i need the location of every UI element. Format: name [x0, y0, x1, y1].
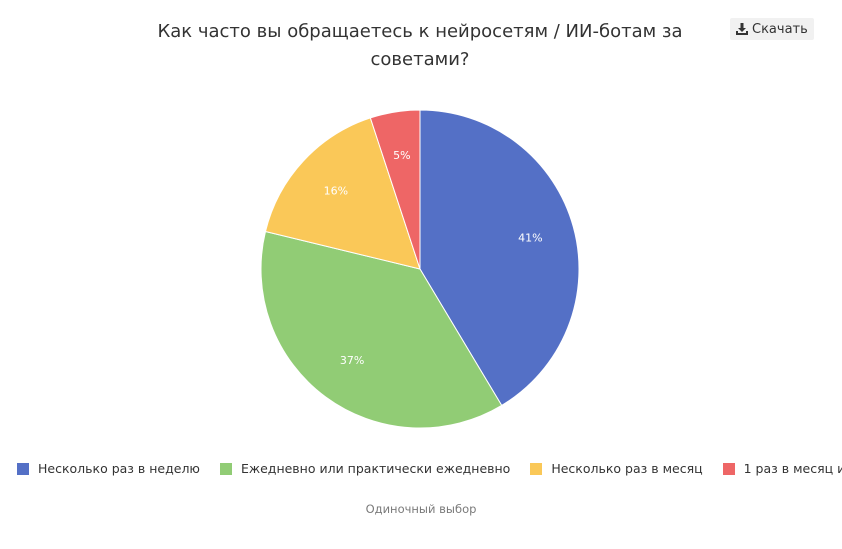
slice-percent-label: 16%	[324, 184, 348, 197]
legend-label: 1 раз в месяц и реже	[743, 461, 842, 476]
legend-swatch	[219, 462, 232, 475]
slice-percent-label: 5%	[393, 149, 410, 162]
pie-slice[interactable]	[264, 117, 421, 270]
legend-swatch	[722, 462, 735, 475]
legend-item[interactable]: 1 раз в месяц и реже	[722, 461, 842, 476]
chart-title: Как часто вы обращаетесь к нейросетям / …	[157, 21, 683, 70]
legend-item[interactable]: Несколько раз в месяц	[530, 461, 703, 476]
download-label: Скачать	[752, 21, 808, 37]
legend-item[interactable]: Несколько раз в неделю	[17, 461, 200, 476]
pie-slice[interactable]	[260, 230, 503, 429]
slice-percent-label: 37%	[340, 354, 364, 367]
download-button[interactable]: Скачать	[730, 18, 814, 40]
legend-label: Несколько раз в месяц	[551, 461, 703, 476]
legend-label: Несколько раз в неделю	[38, 461, 200, 476]
legend-swatch	[17, 462, 29, 475]
pie-slice[interactable]	[369, 109, 421, 270]
pie-slice[interactable]	[419, 109, 580, 407]
question-type-caption: Одиночный выбор	[365, 502, 477, 516]
legend-item[interactable]: Ежедневно или практически ежедневно	[219, 461, 511, 476]
legend-label: Ежедневно или практически ежедневно	[240, 461, 511, 476]
chart-legend: Несколько раз в неделю Ежедневно или прак…	[17, 461, 842, 476]
legend-swatch	[530, 462, 543, 475]
download-icon	[736, 23, 748, 35]
slice-percent-label: 41%	[518, 231, 542, 244]
